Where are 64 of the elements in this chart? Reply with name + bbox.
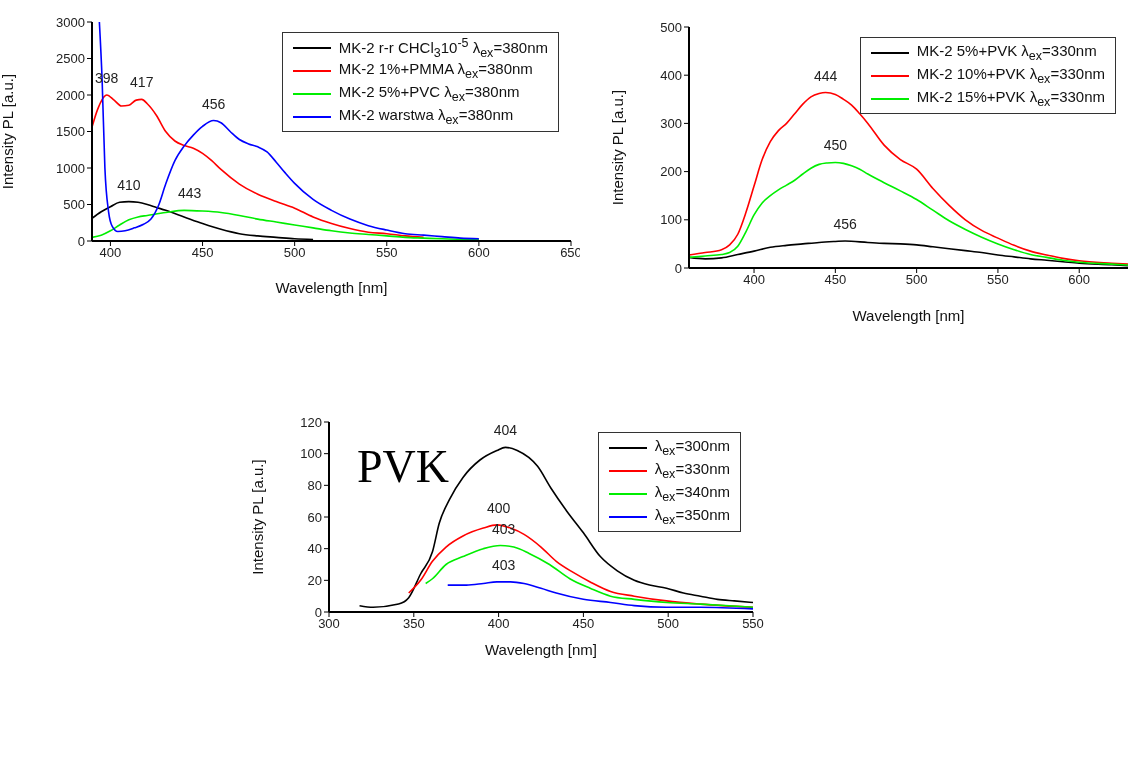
annotation: PVK bbox=[357, 441, 450, 492]
legend-label: λ$_{ex}$=350nm bbox=[654, 506, 730, 527]
x-tick-label: 350 bbox=[402, 616, 425, 632]
annotation: 456 bbox=[833, 216, 857, 233]
y-tick-label: 500 bbox=[63, 197, 85, 213]
x-tick-label: 400 bbox=[99, 245, 122, 261]
x-tick-label: 550 bbox=[375, 245, 398, 261]
x-tick-label: 400 bbox=[743, 272, 765, 288]
y-tick-label: 3000 bbox=[56, 14, 85, 30]
x-tick-label: 550 bbox=[987, 272, 1009, 288]
y-tick-label: 100 bbox=[660, 212, 682, 228]
x-axis-title: Wavelength [nm] bbox=[852, 307, 965, 324]
line-series bbox=[424, 544, 753, 609]
y-tick-label: 2500 bbox=[56, 51, 85, 67]
y-tick-label: 200 bbox=[660, 164, 682, 180]
x-tick-label: 500 bbox=[283, 245, 306, 261]
y-tick-label: 500 bbox=[660, 19, 682, 35]
y-tick-label: 400 bbox=[660, 67, 682, 83]
y-tick-label: 40 bbox=[307, 541, 322, 557]
y-tick-label: 0 bbox=[77, 233, 85, 249]
line-series bbox=[446, 581, 753, 610]
y-axis-title: Intensity PL [a.u.] bbox=[0, 73, 17, 190]
annotation: 443 bbox=[177, 185, 202, 202]
x-axis-title: Wavelength [nm] bbox=[485, 641, 597, 658]
legend-label: MK-2 5%+PVC λ$_{ex}$=380nm bbox=[338, 83, 520, 104]
x-tick-label: 450 bbox=[572, 616, 595, 632]
x-tick-label: 600 bbox=[1068, 272, 1091, 288]
y-tick-label: 300 bbox=[660, 116, 682, 132]
legend-label: MK-2 1%+PMMA λ$_{ex}$=380nm bbox=[338, 60, 533, 81]
annotation: 403 bbox=[492, 556, 516, 573]
legend-label: MK-2 15%+PVK λ$_{ex}$=330nm bbox=[916, 88, 1105, 109]
y-tick-label: 60 bbox=[307, 509, 322, 525]
x-tick-label: 600 bbox=[468, 245, 490, 261]
y-axis-title: Intensity PL [a.u.] bbox=[249, 459, 267, 575]
x-tick-label: 400 bbox=[487, 616, 510, 632]
annotation: 456 bbox=[201, 95, 226, 112]
x-tick-label: 500 bbox=[905, 272, 928, 288]
legend-label: λ$_{ex}$=330nm bbox=[654, 460, 730, 481]
annotation: 404 bbox=[493, 422, 518, 439]
legend-label: MK-2 r-r CHCl$_{3}$10$^{-5}$ λ$_{ex}$=380nm bbox=[338, 35, 548, 60]
y-tick-label: 2000 bbox=[56, 87, 85, 103]
x-axis-title: Wavelength [nm] bbox=[275, 279, 388, 296]
legend-label: MK-2 warstwa λ$_{ex}$=380nm bbox=[338, 106, 514, 127]
y-tick-label: 0 bbox=[674, 260, 682, 276]
legend-label: MK-2 5%+PVK λ$_{ex}$=330nm bbox=[916, 42, 1097, 63]
y-tick-label: 120 bbox=[300, 414, 322, 430]
y-tick-label: 100 bbox=[300, 446, 322, 462]
annotation: 400 bbox=[486, 499, 511, 516]
x-tick-label: 550 bbox=[742, 616, 764, 632]
legend-label: λ$_{ex}$=340nm bbox=[654, 483, 730, 504]
annotation: 410 bbox=[117, 176, 141, 193]
legend-label: λ$_{ex}$=300nm bbox=[654, 437, 730, 458]
x-tick-label: 450 bbox=[191, 245, 214, 261]
y-tick-label: 1500 bbox=[56, 124, 85, 140]
annotation: 417 bbox=[130, 74, 154, 91]
y-axis-title: Intensity PL [a.u.] bbox=[609, 89, 627, 206]
y-tick-label: 80 bbox=[307, 477, 322, 493]
line-series bbox=[689, 91, 1128, 265]
x-tick-label: 450 bbox=[824, 272, 847, 288]
y-tick-label: 1000 bbox=[56, 160, 85, 176]
y-tick-label: 20 bbox=[307, 572, 322, 588]
annotation: 444 bbox=[813, 67, 838, 84]
annotation: 450 bbox=[823, 137, 848, 154]
legend-label: MK-2 10%+PVK λ$_{ex}$=330nm bbox=[916, 65, 1105, 86]
